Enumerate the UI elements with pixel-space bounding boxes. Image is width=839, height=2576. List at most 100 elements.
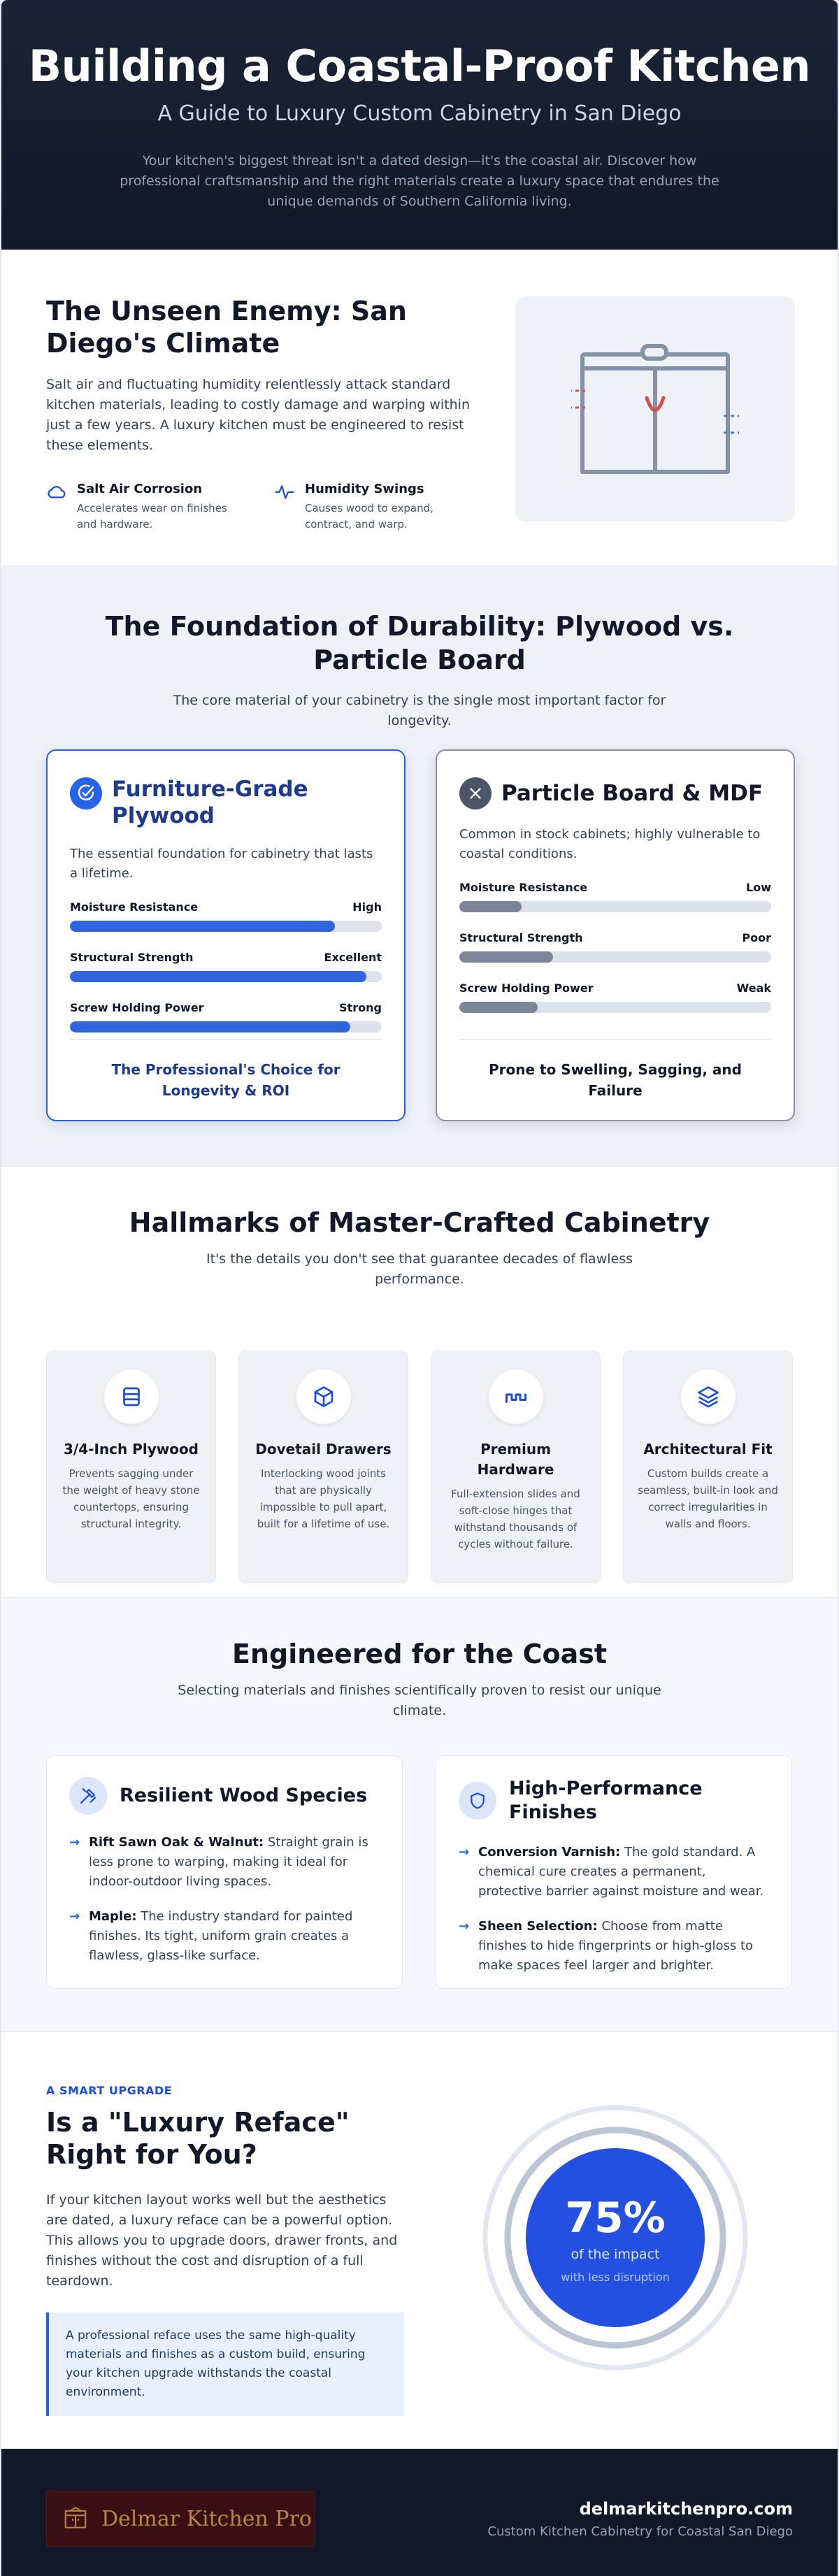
metric-screw: Screw Holding Power Weak <box>459 981 771 1013</box>
foundation-title: The Foundation of Durability: Plywood vs… <box>105 611 734 675</box>
list-item: → Maple: The industry standard for painte… <box>69 1907 380 1966</box>
metric-rating: Weak <box>736 981 771 995</box>
hallmark-text: Full-extension slides and soft-close hin… <box>451 1488 580 1550</box>
stat-label: of the impact <box>571 2247 660 2262</box>
metric-rating: Strong <box>339 1001 382 1014</box>
metric-fill <box>70 971 366 982</box>
arrow-right-icon: → <box>69 1909 80 1924</box>
hallmarks-intro: It's the details you don't see that guar… <box>206 1251 633 1287</box>
foundation-section: The Foundation of Durability: Plywood vs… <box>1 566 838 1166</box>
coast-section: Engineered for the Coast Selecting mater… <box>1 1597 838 2031</box>
metric-label: Structural Strength <box>459 931 583 944</box>
list-item: → Conversion Varnish: The gold standard. … <box>459 1843 769 1901</box>
brand-logo[interactable]: Delmar Kitchen Pro <box>46 2491 315 2547</box>
fact-title: Humidity Swings <box>305 482 424 496</box>
impact-stat-graphic: 75% of the impact with less disruption <box>482 2105 748 2370</box>
stat-value: 75% <box>565 2194 666 2243</box>
finishes-card: High-Performance Finishes → Conversion Va… <box>436 1755 792 1989</box>
metric-fill <box>459 951 553 963</box>
metric-label: Screw Holding Power <box>70 1001 204 1014</box>
hallmark-title: Dovetail Drawers <box>255 1441 392 1458</box>
cloud-icon <box>48 486 66 498</box>
list-term: Rift Sawn Oak & Walnut: <box>89 1835 264 1850</box>
list-term: Conversion Varnish: <box>478 1845 621 1859</box>
climate-facts: Salt Air Corrosion Accelerates wear on f… <box>46 481 480 533</box>
hallmark-fit: Architectural Fit Custom builds create a… <box>623 1351 793 1583</box>
metrics: Moisture Resistance High Structural Stren… <box>70 900 382 1032</box>
footer-site: delmarkitchenpro.com Custom Kitchen Cabi… <box>487 2498 793 2541</box>
metric-bar <box>70 1021 382 1032</box>
hallmarks-section: Hallmarks of Master-Crafted Cabinetry It… <box>1 1166 838 1597</box>
card-title: Furniture-Grade Plywood <box>112 777 308 828</box>
logo-text: Delmar Kitchen Pro <box>101 2506 312 2531</box>
metric-rating: Low <box>746 881 771 894</box>
metric-fill <box>70 921 336 932</box>
metric-label: Screw Holding Power <box>459 981 594 995</box>
metric-bar <box>70 971 382 982</box>
hallmark-title: Premium Hardware <box>477 1441 554 1478</box>
list-text: The industry standard for painted finish… <box>89 1909 353 1963</box>
upgrade-kicker: A SMART UPGRADE <box>46 2084 173 2097</box>
fact-text: Accelerates wear on finishes and hardwar… <box>77 502 227 531</box>
card-description: Common in stock cabinets; highly vulnera… <box>459 827 761 861</box>
tools-icon <box>80 1787 96 1804</box>
wood-species-card: Resilient Wood Species → Rift Sawn Oak & … <box>46 1755 403 1989</box>
upgrade-quote: A professional reface uses the same high… <box>46 2312 404 2416</box>
hallmark-text: Prevents sagging under the weight of hea… <box>62 1467 200 1530</box>
hero-lead: Your kitchen's biggest threat isn't a da… <box>120 153 719 209</box>
card-verdict: The Professional's Choice for Longevity … <box>70 1039 382 1120</box>
coast-intro: Selecting materials and finishes scienti… <box>178 1683 661 1718</box>
fact-salt-air: Salt Air Corrosion Accelerates wear on f… <box>46 481 249 533</box>
metric-moisture: Moisture Resistance Low <box>459 881 771 912</box>
footer: Delmar Kitchen Pro delmarkitchenpro.com … <box>1 2449 838 2576</box>
cabinet-illustration <box>515 296 795 521</box>
cabinet-logo-icon <box>64 2506 87 2528</box>
list-text: The gold standard. A chemical cure creat… <box>478 1845 764 1899</box>
list-item: → Sheen Selection: Choose from matte fini… <box>459 1917 769 1976</box>
upgrade-section: A SMART UPGRADE Is a "Luxury Reface" Rig… <box>1 2031 838 2449</box>
metric-bar <box>459 1002 771 1013</box>
footer-url-link[interactable]: delmarkitchenpro.com <box>579 2499 793 2519</box>
climate-title: The Unseen Enemy: San Diego's Climate <box>46 296 407 359</box>
card-description: The essential foundation for cabinetry t… <box>70 847 373 881</box>
fact-title: Salt Air Corrosion <box>77 482 203 496</box>
layers-rect-icon <box>122 1387 140 1406</box>
hero-title: Building a Coastal-Proof Kitchen <box>28 41 811 92</box>
card-title: Resilient Wood Species <box>120 1785 368 1806</box>
metric-fill <box>459 1002 538 1013</box>
footer-tagline: Custom Kitchen Cabinetry for Coastal San… <box>487 2524 793 2539</box>
coast-title: Engineered for the Coast <box>231 1639 608 1669</box>
hallmark-title: 3/4-Inch Plywood <box>64 1441 199 1458</box>
foundation-intro: The core material of your cabinetry is t… <box>173 693 666 728</box>
stat-sub: with less disruption <box>561 2271 670 2284</box>
card-title: High-Performance Finishes <box>509 1778 703 1823</box>
card-verdict: Prone to Swelling, Sagging, and Failure <box>459 1039 771 1120</box>
hallmark-text: Custom builds create a seamless, built-i… <box>638 1467 778 1530</box>
pulse-icon <box>275 485 294 499</box>
metric-fill <box>459 901 522 912</box>
metric-rating: High <box>352 900 382 914</box>
metric-label: Moisture Resistance <box>70 900 199 914</box>
upgrade-text: A SMART UPGRADE Is a "Luxury Reface" Rig… <box>46 2084 404 2416</box>
check-circle-icon <box>70 777 102 810</box>
fact-text: Causes wood to expand, contract, and war… <box>305 502 433 531</box>
hallmarks-grid: 3/4-Inch Plywood Prevents sagging under … <box>46 1351 793 1583</box>
plywood-card: Furniture-Grade Plywood The essential fo… <box>46 749 406 1121</box>
hallmarks-title: Hallmarks of Master-Crafted Cabinetry <box>129 1207 710 1238</box>
climate-description: Salt air and fluctuating humidity relent… <box>46 377 470 453</box>
metric-rating: Poor <box>742 931 771 944</box>
shield-icon <box>471 1792 485 1809</box>
hallmark-hardware: Premium Hardware Full-extension slides a… <box>431 1351 601 1583</box>
fact-humidity: Humidity Swings Causes wood to expand, c… <box>274 481 477 533</box>
hero-section: Building a Coastal-Proof Kitchen A Guide… <box>1 0 838 250</box>
climate-section: The Unseen Enemy: San Diego's Climate Sa… <box>1 250 838 566</box>
hallmark-title: Architectural Fit <box>643 1441 773 1458</box>
metric-fill <box>70 1021 351 1032</box>
climate-text: The Unseen Enemy: San Diego's Climate Sa… <box>46 295 480 533</box>
arrow-right-icon: → <box>459 1845 470 1859</box>
metric-strength: Structural Strength Excellent <box>70 951 382 982</box>
list-term: Maple: <box>89 1909 137 1924</box>
box-icon <box>314 1386 333 1407</box>
list-text: Choose from matte finishes to hide finge… <box>478 1919 754 1973</box>
